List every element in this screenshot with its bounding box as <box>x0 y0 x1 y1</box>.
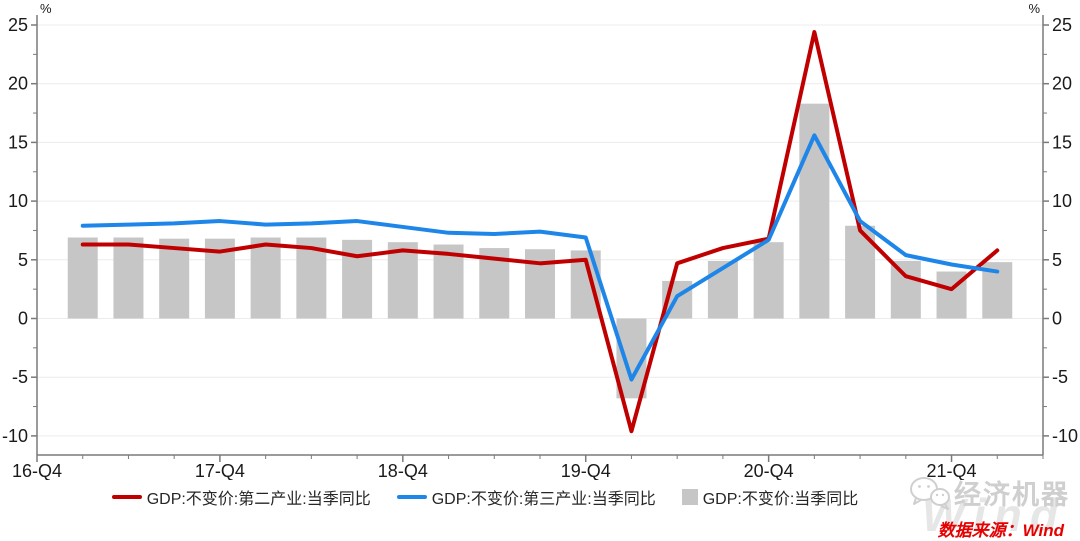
legend-line-marker <box>396 495 427 499</box>
y-tick-label-left: -5 <box>12 367 28 387</box>
y-tick-label-right: 0 <box>1052 309 1062 329</box>
legend-line-marker <box>111 495 142 499</box>
y-tick-label-left: 15 <box>8 132 28 152</box>
legend-label: GDP:不变价:第二产业:当季同比 <box>146 491 371 508</box>
bar <box>342 239 373 319</box>
data-source-label: 数据来源：Wind <box>937 521 1064 540</box>
y-tick-label-left: 10 <box>8 191 28 211</box>
x-tick-label: 19-Q4 <box>561 461 611 480</box>
y-tick-label-right: 10 <box>1052 191 1072 211</box>
legend-label: GDP:不变价:第三产业:当季同比 <box>431 491 656 508</box>
wechat-icon <box>910 476 950 510</box>
y-tick-label-left: 20 <box>8 74 28 94</box>
y-tick-label-right: -10 <box>1052 426 1078 446</box>
x-tick-label: 21-Q4 <box>927 461 977 480</box>
y-axis-unit-left: % <box>40 1 52 16</box>
legend-item: GDP:不变价:当季同比 <box>681 485 859 509</box>
gdp-bars-series <box>67 103 1013 399</box>
bar <box>753 242 784 319</box>
bar <box>707 260 738 319</box>
gdp-combo-chart: -10 -10 -5 -5 0 0 5 5 10 10 15 15 20 20 25 25 16-Q4 17-Q4… <box>2 1 1078 480</box>
x-tick-label: 17-Q4 <box>195 461 245 480</box>
secondary-industry-line <box>80 30 1000 434</box>
legend-label: GDP:不变价:当季同比 <box>702 491 859 508</box>
y-tick-label-right: 20 <box>1052 74 1072 94</box>
bar <box>387 242 418 319</box>
y-tick-label-left: -10 <box>2 426 28 446</box>
y-tick-label-left: 5 <box>18 250 28 270</box>
tertiary-industry-line <box>80 133 1000 382</box>
legend-item: GDP:不变价:第三产业:当季同比 <box>396 485 656 509</box>
x-tick-label: 20-Q4 <box>744 461 794 480</box>
legend-item: GDP:不变价:第二产业:当季同比 <box>111 485 371 509</box>
brand-watermark: 经济机器 <box>909 473 1070 512</box>
brand-watermark-label: 经济机器 <box>954 480 1070 510</box>
bar <box>113 237 144 319</box>
y-tick-label-right: -5 <box>1052 367 1068 387</box>
bar <box>250 237 281 319</box>
y-tick-label-right: 25 <box>1052 15 1072 35</box>
chart-legend: GDP:不变价:第二产业:当季同比 GDP:不变价:第三产业:当季同比 GDP:不变… <box>0 485 970 509</box>
y-tick-label-right: 5 <box>1052 250 1062 270</box>
bar <box>67 237 98 319</box>
x-tick-label: 16-Q4 <box>12 461 62 480</box>
bar <box>890 260 921 319</box>
bar <box>525 249 555 319</box>
y-tick-label-left: 25 <box>8 15 28 35</box>
axes: -10 -10 -5 -5 0 0 5 5 10 10 15 15 20 20 25 25 16-Q4 17-Q4… <box>2 15 1078 480</box>
y-tick-label-right: 15 <box>1052 132 1072 152</box>
bar <box>159 238 190 319</box>
x-tick-label: 18-Q4 <box>378 461 428 480</box>
y-axis-unit-right: % <box>1028 1 1040 16</box>
y-tick-label-left: 0 <box>18 309 28 329</box>
legend-bar-marker <box>681 489 698 505</box>
